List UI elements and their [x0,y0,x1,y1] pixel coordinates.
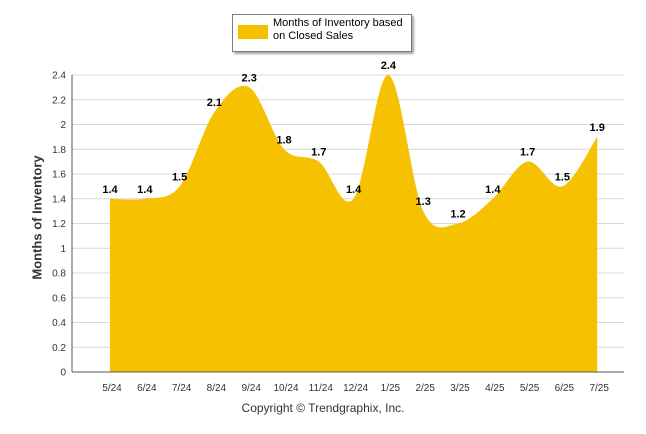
x-tick-label: 2/25 [415,383,435,394]
data-label: 2.4 [381,60,397,72]
y-tick-label: 0.8 [52,269,66,280]
x-tick-labels: 5/24 6/24 7/24 8/24 9/24 10/24 11/24 12/24 1/25 2… [102,383,609,394]
x-tick-label: 4/25 [485,383,505,394]
data-label: 2.3 [242,72,257,84]
y-tick-label: 0 [60,368,66,379]
copyright-text: Copyright © Trendgraphix, Inc. [241,401,405,415]
legend-label: Months of Inventory based on Closed Sale… [273,17,403,42]
x-tick-label: 8/24 [207,383,227,394]
y-tick-label: 1.4 [52,194,66,205]
data-label: 1.7 [520,147,535,159]
x-tick-label: 5/24 [102,383,122,394]
y-axis-label: Months of Inventory [29,155,45,280]
data-label: 1.5 [172,171,187,183]
y-tick-label: 2.4 [52,71,66,82]
x-tick-label: 12/24 [343,383,368,394]
y-tick-labels: 0 0.2 0.4 0.6 0.8 1 1.2 1.4 1.6 1.8 2 2.2 2.4 [52,71,66,379]
x-tick-label: 7/25 [589,383,609,394]
y-tick-label: 0.2 [52,343,66,354]
data-label: 1.9 [590,122,605,134]
area-series [110,74,598,373]
data-label: 1.2 [450,209,465,221]
x-tick-label: 11/24 [309,383,334,394]
y-tick-label: 0.4 [52,318,66,329]
x-tick-label: 10/24 [273,383,298,394]
legend-swatch [238,25,268,39]
data-label: 2.1 [207,97,222,109]
data-labels: 1.4 1.4 1.5 2.1 2.3 1.8 1.7 1.4 2.4 1.3 1.2 1.4 1.7 1… [102,60,604,221]
y-tick-label: 1.6 [52,170,66,181]
data-label: 1.4 [137,184,153,196]
x-tick-label: 6/25 [555,383,575,394]
data-label: 1.3 [416,196,431,208]
y-tick-label: 1 [60,244,66,255]
x-tick-label: 6/24 [137,383,157,394]
y-tick-label: 0.6 [52,293,66,304]
data-label: 1.4 [102,184,118,196]
y-tick-label: 2.2 [52,95,66,106]
y-tick-label: 1.2 [52,219,66,230]
axes [71,75,624,373]
x-tick-label: 5/25 [520,383,540,394]
y-tick-label: 2 [60,120,66,131]
data-label: 1.7 [311,147,326,159]
x-tick-label: 9/24 [241,383,261,394]
x-tick-label: 3/25 [450,383,470,394]
data-label: 1.5 [555,171,570,183]
data-label: 1.4 [346,184,362,196]
x-tick-label: 7/24 [172,383,192,394]
y-tick-label: 1.8 [52,145,66,156]
x-tick-label: 1/25 [381,383,401,394]
legend: Months of Inventory based on Closed Sale… [232,14,412,52]
data-label: 1.4 [485,184,501,196]
data-label: 1.8 [276,134,291,146]
area-fill [110,74,598,373]
